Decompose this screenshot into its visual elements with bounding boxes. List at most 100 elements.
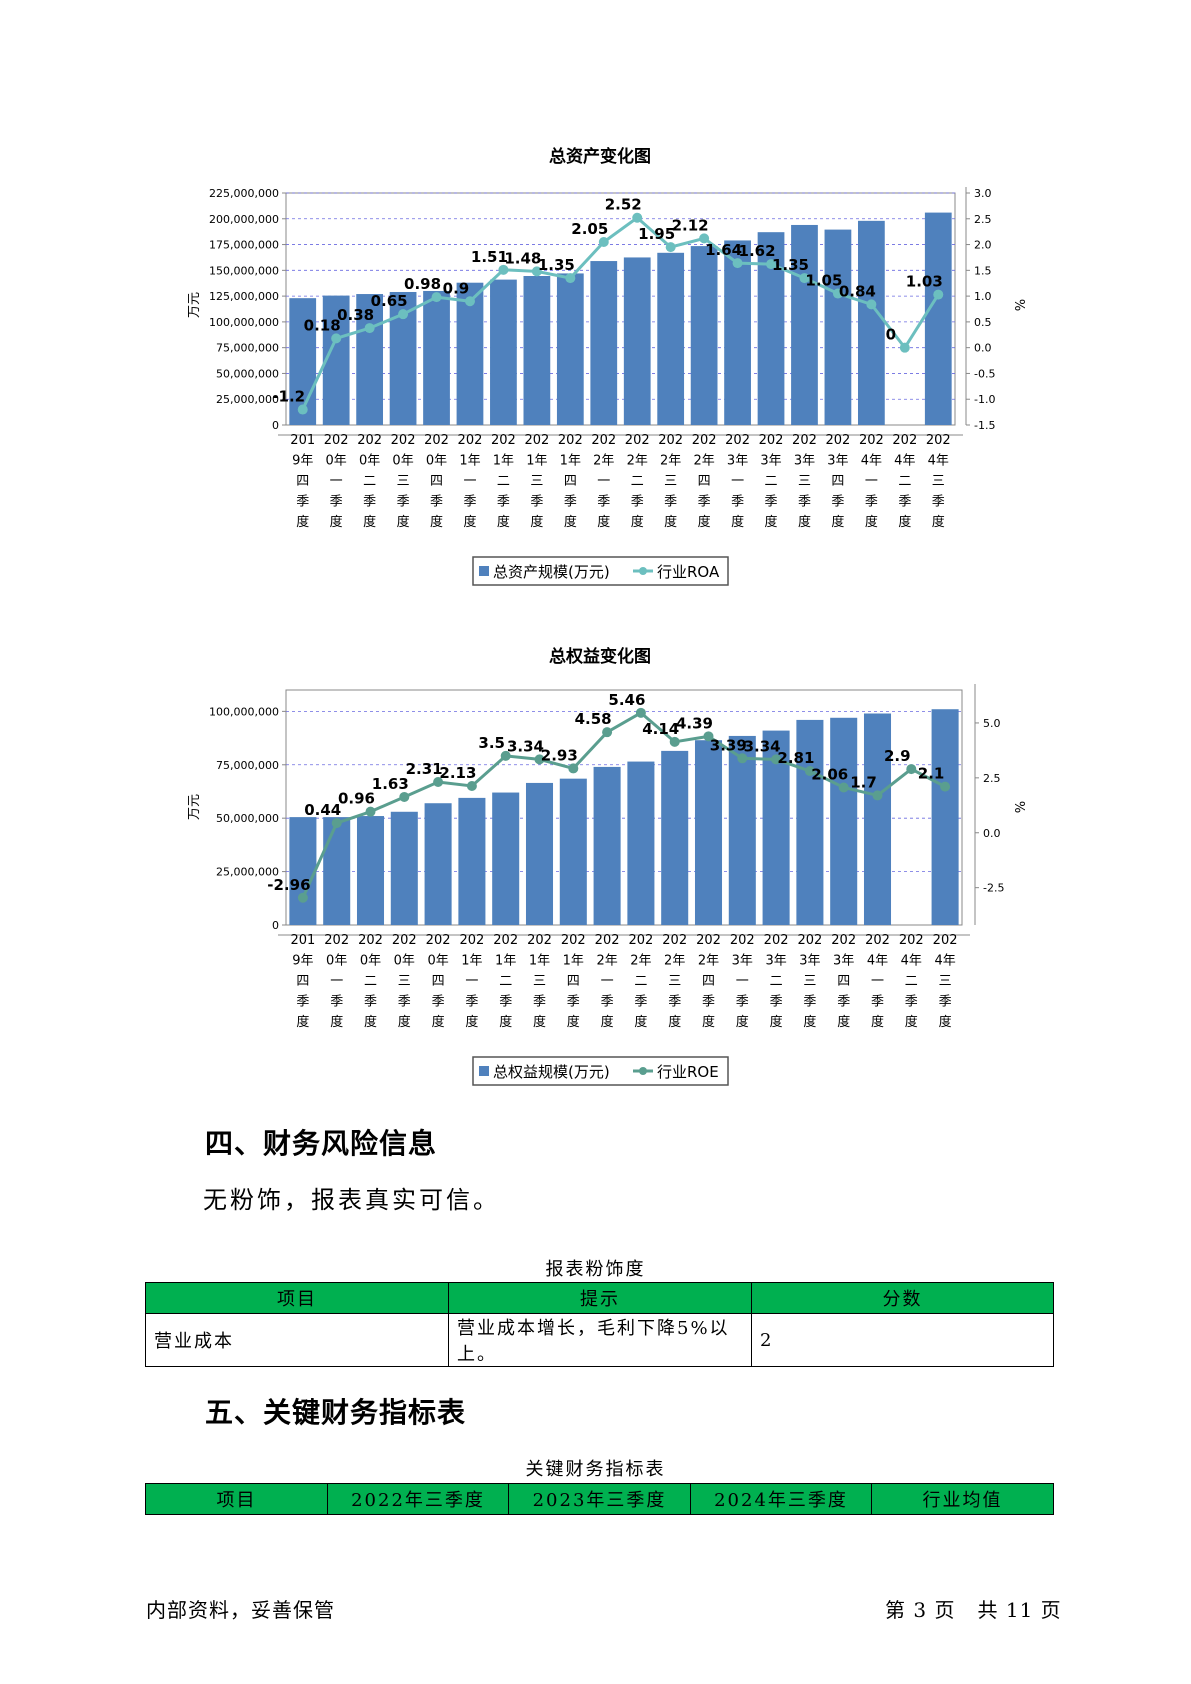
x-axis-tick-label-line: 202 [865,933,890,948]
x-axis-tick-label-line: 一 [871,974,884,989]
bar [593,766,621,925]
x-axis-tick-label-line: 度 [601,1014,614,1030]
line-point [899,342,910,353]
left-axis-tick-label: 25,000,000 [216,393,279,406]
x-axis-tick-label: 202 1年一季度 [459,933,484,1030]
data-label: 2.13 [439,764,476,782]
x-axis-tick-label-line: 季 [736,995,749,1010]
x-axis-tick-label-line: 202 [558,433,583,448]
x-axis-tick-label: 202 1年四季度 [561,933,586,1030]
whitewash-table-caption: 报表粉饰度 [545,1259,646,1280]
line-point [433,777,444,788]
risk-summary-text: 无粉饰，报表真实可信。 [203,1186,500,1214]
data-label: 0.65 [371,292,408,310]
bar [559,778,587,925]
bar [590,261,618,425]
x-axis-tick-label: 202 1年二季度 [493,933,518,1030]
bar [724,240,751,425]
data-label: 4.58 [575,710,612,728]
total-assets-chart: 总资产变化图 0 25,000,000 50,000,000 75,000,000 100… [187,146,1026,586]
chart-title: 总权益变化图 [549,646,651,667]
x-axis-tick-label-line: 度 [837,1014,850,1030]
x-axis-tick-label-line: 202 [696,933,721,948]
data-label: 3.34 [744,737,781,755]
table-header-row: 项目 2022年三季度 2023年三季度 2024年三季度 行业均值 [145,1483,1054,1515]
chart-title: 总资产变化图 [549,146,651,167]
x-axis-tick-label-line: 四 [831,474,844,489]
x-axis-tick-label-line: 季 [530,495,543,510]
line-point [399,791,410,802]
bar [490,279,517,425]
data-label: 0 [886,326,896,344]
line-point [771,754,782,765]
x-axis-tick-label-line: 季 [939,995,952,1010]
x-axis-tick-label-line: 季 [432,995,445,1010]
x-axis-tick-label: 202 4年一季度 [865,933,890,1030]
right-axis-tick-label: -1.0 [974,393,995,406]
x-axis-tick-label-line: 3年 [760,454,781,469]
x-axis-tick-label-line: 季 [702,995,715,1010]
data-label: 1.03 [906,273,943,291]
x-axis-tick-label-line: 2年 [596,954,617,969]
bar [424,803,452,925]
x-axis-tick-label-line: 度 [668,1014,681,1030]
x-axis-tick-label-line: 1年 [560,454,581,469]
bar [458,797,486,925]
line-point [699,233,710,244]
x-axis-tick-label-line: 季 [698,495,711,510]
left-axis-tick-label: 50,000,000 [216,367,279,380]
line-point [703,731,714,742]
data-label: 3.5 [478,734,505,752]
x-axis-tick-label-line: 202 [759,433,784,448]
x-axis-tick-label: 202 0年四季度 [424,433,449,530]
right-axis-tick-label: 2.0 [974,239,992,252]
x-axis-tick-label-line: 202 [826,433,851,448]
x-axis-tick-label-line: 一 [597,474,610,489]
x-axis-tick-label: 202 3年三季度 [797,933,822,1030]
x-axis-tick-label-line: 9年 [292,954,313,969]
x-axis-tick-label: 202 2年一季度 [595,933,620,1030]
x-axis-tick-label-line: 三 [803,974,816,989]
x-axis-tick-label-line: 0年 [360,954,381,969]
bar [931,709,959,925]
x-axis-tick-label-line: 四 [702,974,715,989]
data-label: 1.95 [638,225,675,243]
data-label: 2.12 [672,216,709,234]
x-axis-tick-label-line: 3年 [765,954,786,969]
x-axis-tick-label-line: 202 [561,933,586,948]
x-axis-tick-label-line: 三 [668,974,681,989]
x-axis-tick-label-line: 3年 [827,454,848,469]
bar [657,252,685,425]
line-point [766,259,777,270]
x-axis-tick-label-line: 二 [499,974,512,989]
x-axis-tick-label-line: 季 [597,495,610,510]
data-label: -2.96 [267,876,310,894]
x-axis-tick-label-line: 季 [463,495,476,510]
data-label: 2.81 [777,749,814,767]
legend-bar-label: 总权益规模(万元) [493,1063,610,1081]
line-point [906,764,917,775]
line-point [365,806,376,817]
x-axis-tick-label-line: 度 [664,514,677,530]
x-axis-tick-label-line: 三 [533,974,546,989]
x-axis-tick-label-line: 季 [905,995,918,1010]
x-axis-tick-label-line: 四 [837,974,850,989]
x-axis-tick-label-line: 1年 [493,454,514,469]
x-axis-tick-label-line: 一 [731,474,744,489]
x-axis-tick-label: 202 1年三季度 [524,433,549,530]
x-axis-tick-label-line: 季 [798,495,811,510]
x-axis-tick-label-line: 三 [530,474,543,489]
x-axis-tick-label-line: 202 [357,433,382,448]
x-axis-tick-label: 202 2年二季度 [625,433,650,530]
x-axis-tick-label-line: 202 [493,933,518,948]
x-axis-tick-label: 202 3年一季度 [725,433,750,530]
data-label: 1.64 [705,241,742,259]
x-axis-tick-label-line: 度 [567,1014,580,1030]
x-axis-tick-label-line: 度 [397,514,410,530]
x-axis-tick-label-line: 3年 [727,454,748,469]
table-header-cell: 项目 [145,1483,328,1515]
left-axis-tick-label: 200,000,000 [209,213,279,226]
x-axis-tick-label-line: 202 [926,433,951,448]
bar [356,816,385,925]
total-equity-chart: 总权益变化图 0 25,000,000 50,000,000 75,000,000 100… [187,646,1026,1086]
